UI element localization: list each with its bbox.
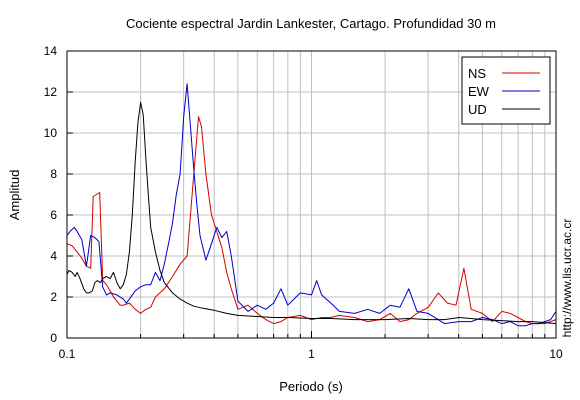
legend-label-ew: EW	[468, 84, 490, 99]
grid-lines	[67, 51, 556, 338]
y-tick-label: 0	[50, 331, 57, 345]
y-tick-label: 10	[44, 126, 58, 140]
x-tick-label: 0.1	[59, 347, 76, 361]
y-axis-label: Amplitud	[7, 170, 22, 221]
legend-label-ns: NS	[468, 66, 486, 81]
x-axis-label: Periodo (s)	[279, 379, 343, 394]
plot-frame	[66, 50, 557, 339]
chart-title: Cociente espectral Jardin Lankester, Car…	[126, 16, 496, 31]
x-tick-label: 10	[549, 347, 563, 361]
x-tick-label: 1	[308, 347, 315, 361]
series-line-ud	[66, 101, 557, 325]
series-lines	[66, 83, 557, 327]
y-tick-label: 8	[50, 167, 57, 181]
y-tick-label: 14	[44, 44, 58, 58]
y-tick-label: 12	[44, 85, 58, 99]
side-url-text: http://www.lis.ucr.ac.cr	[560, 219, 574, 338]
legend: NS EW UD	[461, 56, 551, 125]
legend-label-ud: UD	[468, 102, 487, 117]
y-tick-label: 6	[50, 208, 57, 222]
y-tick-label: 4	[50, 249, 57, 263]
axis-ticks: 0 2 4 6 8 10 12 14 0.1 1 10	[44, 44, 563, 361]
series-line-ew	[66, 83, 557, 327]
y-tick-label: 2	[50, 290, 57, 304]
series-line-ns	[66, 116, 557, 325]
